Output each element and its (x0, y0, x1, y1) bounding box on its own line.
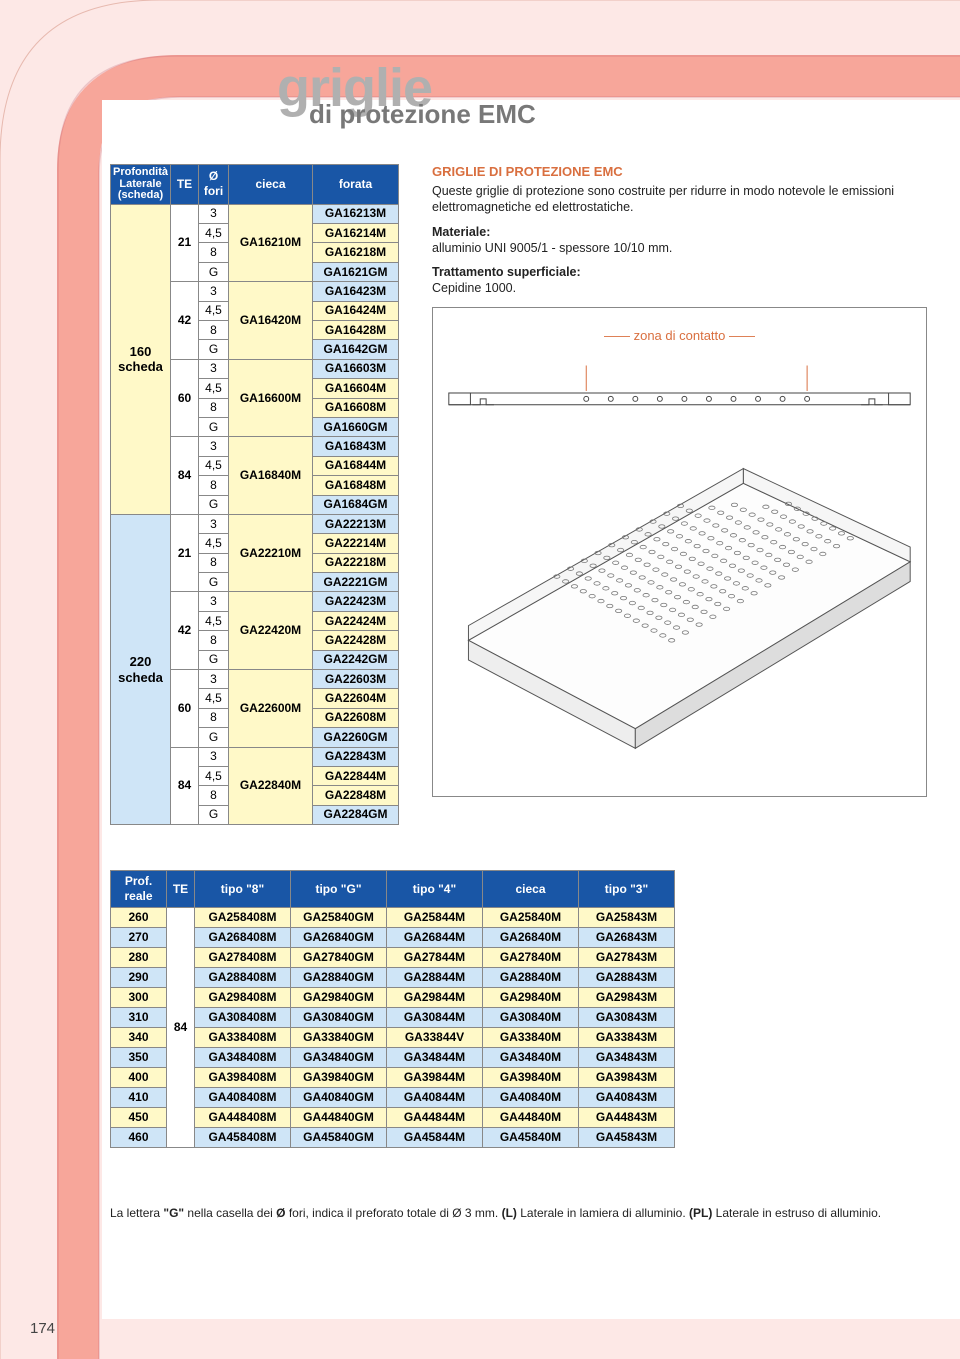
footnote: La lettera "G" nella casella dei Ø fori,… (110, 1206, 944, 1220)
diagram-box: ―― zona di contatto ―― (432, 307, 927, 797)
fn-i: Laterale in estruso di alluminio. (712, 1206, 881, 1220)
fn-g: Laterale in lamiera di alluminio. (517, 1206, 689, 1220)
diagram-svg (439, 314, 920, 790)
fn-e: fori, indica il preforato totale di Ø 3 … (286, 1206, 502, 1220)
trat-label: Trattamento superficiale: (432, 265, 581, 279)
mat-val: alluminio UNI 9005/1 - spessore 10/10 mm… (432, 241, 672, 255)
table1: Profondità Laterale (scheda)TEØ foriciec… (110, 164, 399, 825)
zona-text: zona di contatto (634, 328, 726, 343)
mat-label: Materiale: (432, 225, 490, 239)
right-title: GRIGLIE DI PROTEZIONE EMC (432, 164, 927, 179)
main-grid: Profondità Laterale (scheda)TEØ foriciec… (102, 164, 927, 825)
table2-wrap: Prof. realeTEtipo "8"tipo "G"tipo "4"cie… (110, 870, 680, 1148)
fn-a: La lettera (110, 1206, 163, 1220)
fn-d: Ø (276, 1206, 285, 1220)
fn-c: nella casella dei (184, 1206, 276, 1220)
fn-f: (L) (502, 1206, 517, 1220)
fn-h: (PL) (689, 1206, 712, 1220)
trat-val: Cepidine 1000. (432, 281, 516, 295)
right-p1: Queste griglie di protezione sono costru… (432, 183, 927, 216)
right-material: Materiale: alluminio UNI 9005/1 - spesso… (432, 224, 927, 257)
title-sub: di protezione EMC (309, 99, 536, 130)
page-number: 174 (30, 1320, 55, 1337)
content-area: griglie di protezione EMC Profondità Lat… (102, 100, 960, 1319)
page: griglie di protezione EMC Profondità Lat… (0, 0, 960, 1359)
right-treatment: Trattamento superficiale: Cepidine 1000. (432, 264, 927, 297)
right-section: GRIGLIE DI PROTEZIONE EMC Queste griglie… (432, 164, 927, 825)
fn-b: "G" (163, 1206, 184, 1220)
zona-label: ―― zona di contatto ―― (433, 328, 926, 343)
title-block: griglie di protezione EMC (277, 64, 536, 130)
table1-wrap: Profondità Laterale (scheda)TEØ foriciec… (110, 164, 420, 825)
table2: Prof. realeTEtipo "8"tipo "G"tipo "4"cie… (110, 870, 675, 1148)
